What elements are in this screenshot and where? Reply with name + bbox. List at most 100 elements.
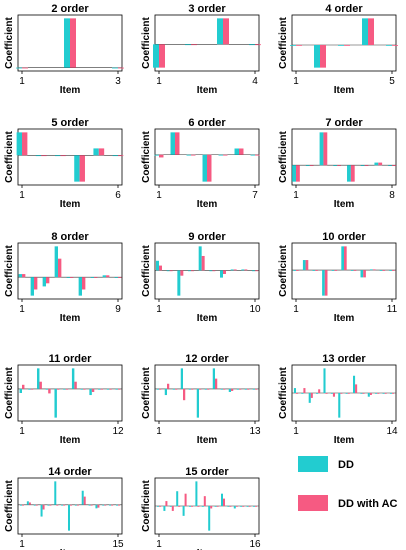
panel-frame — [154, 364, 260, 422]
bar-dd-ac — [248, 506, 251, 507]
bar-dd — [360, 165, 365, 167]
x-axis-label: Item — [60, 548, 81, 550]
bar-dd-ac — [310, 393, 313, 398]
bar-dd — [81, 490, 84, 505]
panel-frame — [17, 128, 123, 186]
bar-dd-ac — [74, 381, 77, 389]
bar-dd-ac — [191, 154, 196, 156]
y-axis-label: Coefficient — [4, 130, 15, 182]
y-axis-label: Coefficient — [141, 479, 152, 531]
bar-dd-ac — [41, 155, 47, 157]
bar-dd — [154, 154, 159, 156]
legend-label-dd-ac: DD with AC — [338, 498, 398, 510]
bar-dd — [338, 44, 344, 46]
bar-dd-ac — [159, 506, 161, 507]
bar-dd — [374, 162, 379, 166]
bar-dd — [170, 132, 175, 155]
bar-dd — [98, 388, 101, 390]
x-tick-label: 1 — [156, 304, 162, 315]
x-axis-label: Item — [60, 313, 81, 324]
x-axis-label: Item — [334, 435, 355, 446]
y-axis-label: Coefficient — [4, 244, 15, 296]
bar-dd-ac — [58, 258, 62, 278]
bar-dd-ac — [70, 504, 72, 506]
bar-dd — [102, 275, 106, 278]
bar-dd-ac — [76, 504, 79, 506]
bar-dd-ac — [30, 388, 34, 390]
bar-dd-ac — [323, 132, 328, 166]
bar-dd — [202, 154, 207, 182]
x-axis-label: Item — [197, 313, 218, 324]
bar-dd — [19, 388, 22, 393]
bar-dd-ac — [159, 388, 162, 390]
bar-dd — [54, 246, 58, 278]
bar-dd-ac — [378, 162, 383, 166]
bar-dd — [198, 246, 202, 271]
x-tick-label: 1 — [19, 190, 25, 201]
x-tick-label: 13 — [249, 426, 261, 437]
bar-dd — [246, 506, 249, 507]
bar-dd-ac — [39, 381, 42, 389]
bar-dd-ac — [97, 504, 100, 508]
bar-dd-ac — [364, 165, 369, 167]
panel-title: 8 order — [51, 231, 89, 243]
bar-dd-ac — [247, 388, 250, 390]
bar-dd — [37, 368, 40, 389]
bar-dd — [166, 270, 170, 272]
bar-dd-ac — [118, 504, 120, 506]
x-axis-label: Item — [60, 199, 81, 210]
panel-title: 5 order — [51, 117, 89, 129]
bar-dd — [71, 368, 75, 389]
bar-dd — [218, 154, 223, 156]
bar-dd-ac — [210, 506, 213, 509]
bar-dd-ac — [223, 498, 225, 506]
bar-dd — [63, 388, 66, 390]
bar-dd — [188, 388, 191, 390]
x-tick-label: 1 — [293, 304, 299, 315]
bar-dd-ac — [104, 504, 107, 506]
x-tick-label: 1 — [293, 76, 299, 87]
bar-dd — [249, 44, 255, 46]
bar-dd — [389, 270, 392, 271]
bar-dd-ac — [49, 504, 52, 506]
bar-dd-ac — [255, 270, 258, 272]
bar-dd — [330, 393, 333, 394]
bar-dd — [367, 393, 370, 397]
bar-dd-ac — [22, 384, 25, 389]
bar-dd — [157, 506, 159, 507]
bar-dd-ac — [207, 388, 210, 390]
bar-dd-ac — [56, 388, 60, 390]
bar-dd-ac — [207, 154, 212, 182]
x-tick-label: 5 — [389, 76, 395, 87]
bar-dd-ac — [83, 388, 86, 390]
bar-dd-ac — [191, 506, 193, 507]
bar-dd — [322, 270, 325, 296]
panel-title: 15 order — [185, 466, 229, 478]
bar-dd-ac — [83, 496, 86, 505]
bar-dd-ac — [369, 393, 372, 395]
x-axis-label: Item — [334, 313, 355, 324]
bar-dd-ac — [344, 246, 347, 271]
bar-dd-ac — [94, 277, 98, 278]
x-tick-label: 16 — [249, 539, 261, 550]
bar-dd-ac — [239, 388, 242, 390]
bar-dd — [176, 491, 179, 506]
bar-dd — [182, 506, 185, 516]
bar-dd-ac — [82, 277, 86, 290]
bar-dd-ac — [334, 270, 338, 271]
bar-dd — [45, 388, 49, 390]
bar-dd — [236, 388, 239, 390]
y-axis-label: Coefficient — [278, 366, 289, 418]
panel-title: 13 order — [322, 353, 366, 365]
bar-dd — [250, 154, 255, 156]
bar-dd-ac — [239, 148, 244, 155]
bar-dd-ac — [392, 393, 395, 394]
bar-dd-ac — [296, 44, 302, 46]
bar-dd — [16, 67, 22, 69]
bar-dd — [386, 44, 392, 46]
bar-dd-ac — [98, 148, 105, 156]
bar-dd-ac — [180, 270, 184, 276]
bar-dd-ac — [169, 270, 173, 272]
bar-dd-ac — [109, 388, 112, 390]
legend-swatch-dd — [298, 456, 328, 472]
